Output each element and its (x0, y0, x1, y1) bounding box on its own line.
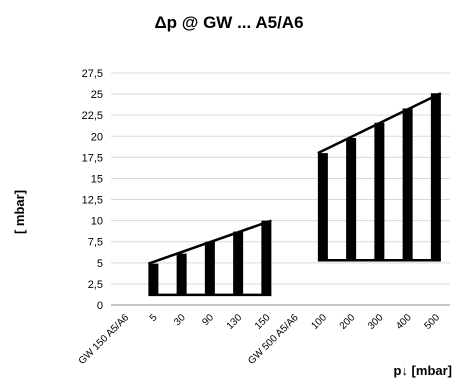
bar (233, 231, 244, 295)
y-tick-label: 2,5 (88, 279, 103, 291)
x-category-label: 200 (338, 312, 358, 332)
y-tick-label: 15 (91, 173, 103, 185)
y-tick-label: 27,5 (82, 68, 103, 80)
bar (374, 122, 385, 261)
x-category-label: 30 (172, 312, 188, 328)
y-tick-label: 22,5 (82, 110, 103, 122)
chart-title: Δp @ GW ... A5/A6 (154, 13, 303, 32)
upper-trend-line (317, 92, 442, 155)
y-tick-label: 12,5 (82, 195, 103, 207)
y-tick-label: 5 (97, 258, 103, 270)
y-tick-label: 25 (91, 89, 103, 101)
upper-trend-line (147, 219, 272, 265)
bar (204, 241, 215, 295)
y-tick-label: 0 (97, 300, 103, 312)
y-axis-label: [ mbar] (12, 190, 27, 234)
bar (402, 108, 413, 261)
x-category-label: 130 (225, 312, 245, 332)
x-category-label: 500 (422, 312, 442, 332)
grid-lines (111, 72, 450, 306)
x-category-label: 150 (253, 312, 273, 332)
bar (430, 93, 441, 261)
x-category-label: 100 (309, 312, 329, 332)
bar (176, 253, 187, 295)
x-category-label: 300 (366, 312, 386, 332)
bars (147, 92, 442, 297)
y-ticks: 0 2,5 5 7,5 10 12,5 15 17,5 20 22,5 25 27,5 (82, 68, 103, 312)
bar (346, 137, 357, 261)
y-tick-label: 10 (91, 216, 103, 228)
x-category-label: 5 (148, 312, 160, 324)
x-category-label: GW 150 A5/A6 (77, 312, 132, 367)
y-tick-label: 17,5 (82, 152, 103, 164)
bar (148, 263, 159, 295)
x-category-label: 400 (394, 312, 414, 332)
bar (317, 153, 328, 261)
bar (261, 220, 272, 295)
x-category-label: 90 (200, 312, 216, 328)
y-tick-label: 20 (91, 131, 103, 143)
x-axis-label: p↓ [mbar] (394, 363, 453, 378)
x-category-label: GW 500 A5/A6 (246, 312, 301, 367)
y-tick-label: 7,5 (88, 237, 103, 249)
